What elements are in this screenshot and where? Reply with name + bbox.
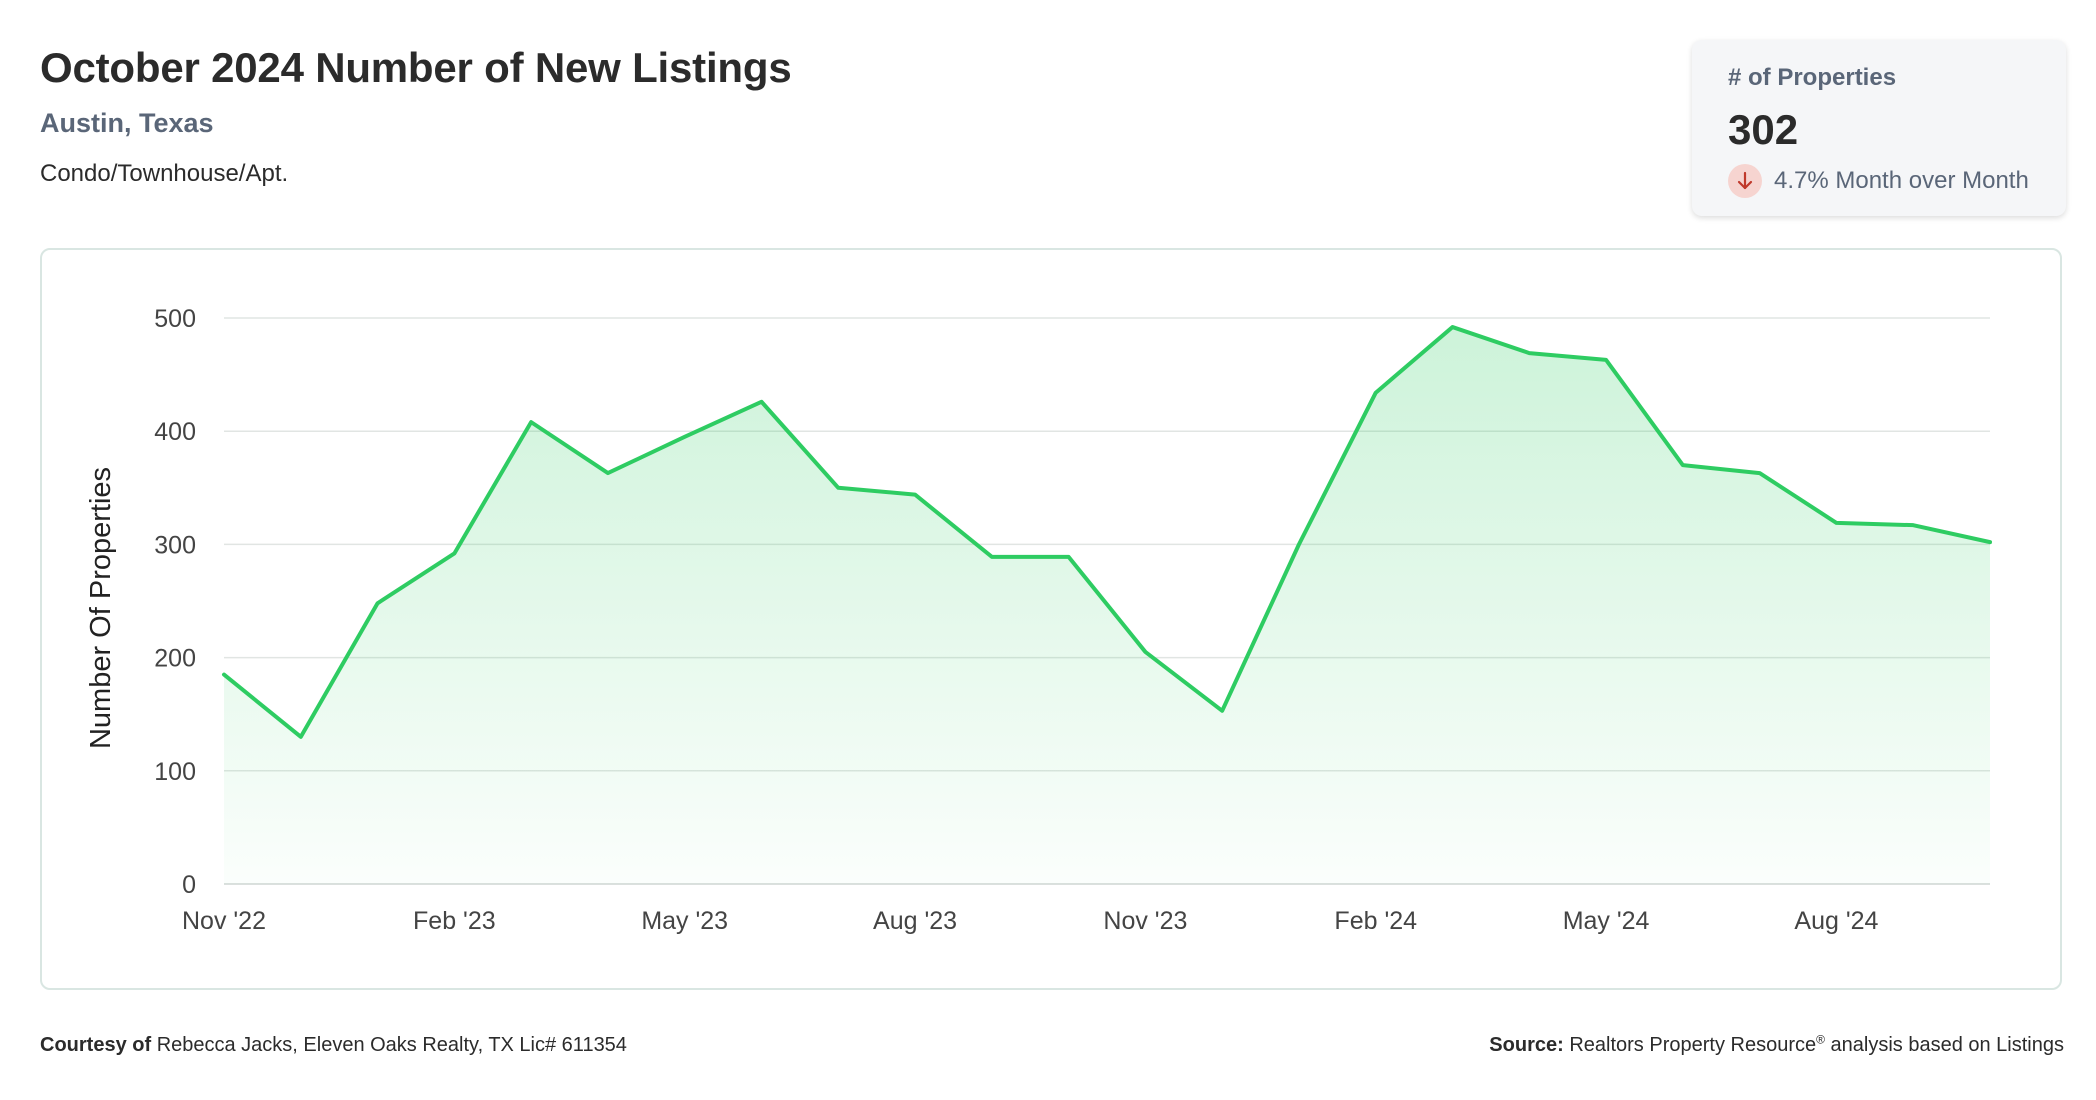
y-tick-label: 200 — [154, 645, 196, 673]
data-point — [682, 434, 688, 440]
series-line — [222, 325, 1992, 739]
x-tick-label: Nov '23 — [1103, 907, 1187, 935]
data-point — [375, 600, 381, 606]
y-axis-title: Number Of Properties — [85, 467, 117, 749]
registered-mark: ® — [1816, 1032, 1825, 1047]
kpi-value: 302 — [1728, 106, 1799, 153]
data-point — [1219, 708, 1225, 714]
data-point — [1603, 357, 1609, 363]
new-listings-chart: 0 100 200 300 400 500 Nov '22 Feb '23 May '23 Au… — [85, 305, 1993, 935]
courtesy-footer: Courtesy of Rebecca Jacks, Eleven Oaks R… — [40, 1034, 627, 1057]
data-point — [1526, 350, 1532, 356]
kpi-card: # of Properties 302 4.7% Month over Mont… — [1692, 40, 2066, 216]
y-tick-label: 500 — [154, 305, 196, 333]
data-point — [989, 554, 995, 560]
data-point — [1833, 520, 1839, 526]
y-tick-label: 300 — [154, 531, 196, 559]
courtesy-label: Courtesy of — [40, 1034, 152, 1056]
x-tick-label: Nov '22 — [182, 907, 266, 935]
property-type-label: Condo/Townhouse/Apt. — [40, 160, 289, 187]
data-point — [1910, 522, 1916, 528]
data-point — [835, 485, 841, 491]
data-point — [1142, 649, 1148, 655]
data-point — [1680, 462, 1686, 468]
data-point — [758, 399, 764, 405]
data-point — [451, 550, 457, 556]
page-title: October 2024 Number of New Listings — [40, 44, 792, 91]
location-subtitle: Austin, Texas — [40, 108, 214, 138]
data-point — [1450, 324, 1456, 330]
data-point — [1373, 390, 1379, 396]
data-point — [1296, 541, 1302, 547]
x-tick-label: Feb '24 — [1334, 907, 1417, 935]
data-point — [221, 672, 227, 678]
chart-container: 0 100 200 300 400 500 Nov '22 Feb '23 May '23 Au… — [40, 248, 2062, 990]
kpi-change-text: 4.7% Month over Month — [1774, 167, 2029, 194]
y-tick-label: 0 — [182, 871, 196, 899]
courtesy-text: Rebecca Jacks, Eleven Oaks Realty, TX Li… — [156, 1034, 627, 1056]
source-name: Realtors Property Resource — [1569, 1034, 1817, 1056]
source-text: analysis based on Listings — [1830, 1034, 2064, 1056]
kpi-label: # of Properties — [1728, 64, 1897, 91]
data-point — [912, 492, 918, 498]
kpi-change: 4.7% Month over Month — [1728, 164, 2066, 198]
x-tick-label: May '24 — [1563, 907, 1650, 935]
source-label: Source: — [1489, 1034, 1564, 1056]
arrow-down-icon — [1728, 164, 1762, 198]
source-footer: Source: Realtors Property Resource® anal… — [1489, 1032, 2064, 1057]
data-point — [605, 470, 611, 476]
data-point — [1066, 554, 1072, 560]
y-tick-label: 400 — [154, 418, 196, 446]
data-point — [1757, 470, 1763, 476]
x-tick-label: Feb '23 — [413, 907, 496, 935]
y-tick-label: 100 — [154, 758, 196, 786]
data-point — [1987, 539, 1993, 545]
x-tick-label: Aug '24 — [1794, 907, 1878, 935]
data-point — [298, 734, 304, 740]
x-tick-label: Aug '23 — [873, 907, 957, 935]
data-point — [528, 419, 534, 425]
x-tick-label: May '23 — [641, 907, 728, 935]
